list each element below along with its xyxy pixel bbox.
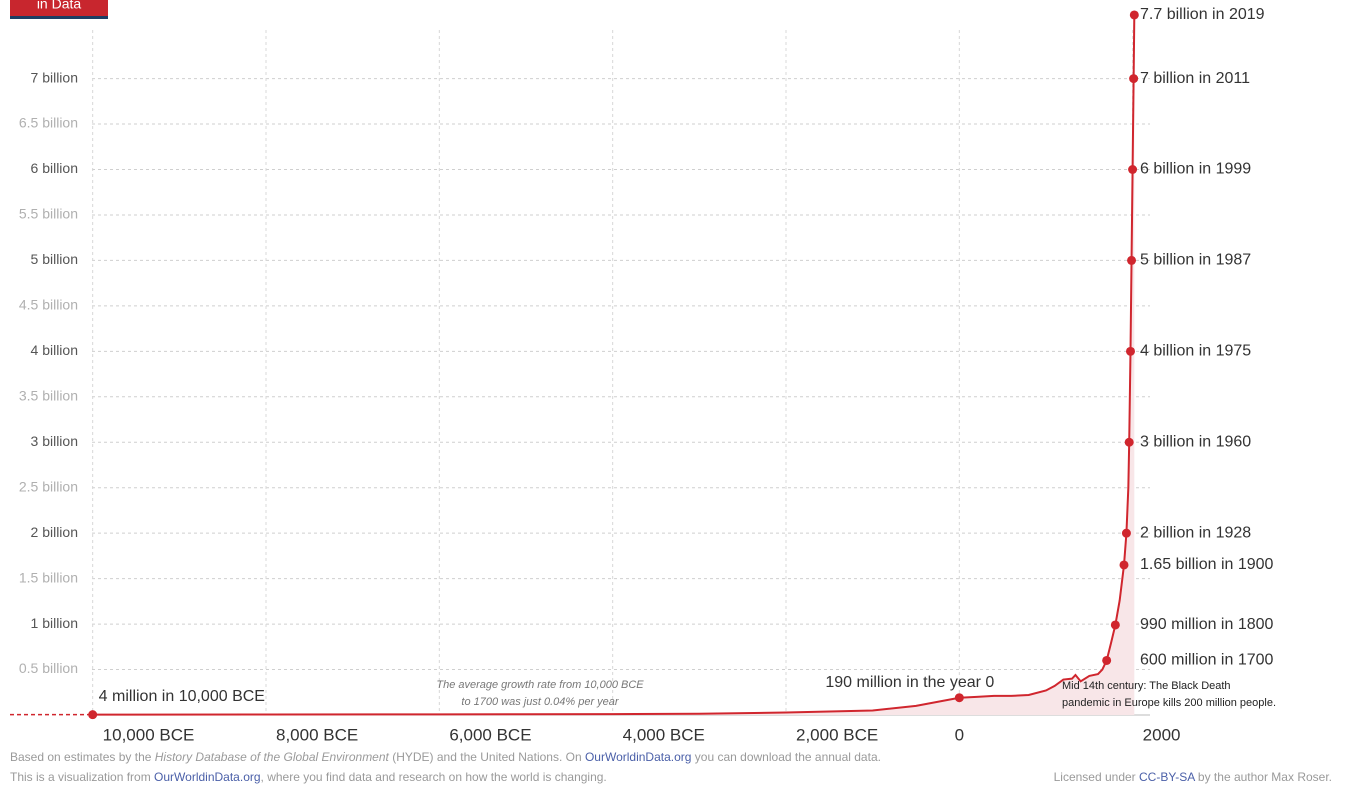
y-tick-label: 2 billion — [31, 524, 78, 540]
data-label: 4 million in 10,000 BCE — [99, 688, 265, 705]
x-tick-label: 10,000 BCE — [103, 725, 195, 744]
data-label: 7.7 billion in 2019 — [1140, 6, 1265, 23]
data-label: 990 million in 1800 — [1140, 616, 1274, 633]
annotation: The average growth rate from 10,000 BCE — [436, 679, 644, 691]
x-tick-label: 2,000 BCE — [796, 725, 878, 744]
annotation: pandemic in Europe kills 200 million peo… — [1062, 697, 1276, 709]
point — [1119, 560, 1129, 570]
y-tick-label: 5 billion — [31, 251, 78, 267]
x-tick-label: 2000 — [1143, 725, 1181, 744]
footer-link[interactable]: OurWorldinData.org — [154, 770, 261, 784]
y-tick-label: 4 billion — [31, 342, 78, 358]
y-tick-label: 3 billion — [31, 433, 78, 449]
data-label: 190 million in the year 0 — [825, 674, 994, 691]
point — [1128, 165, 1138, 175]
x-tick-label: 6,000 BCE — [449, 725, 531, 744]
y-tick-label: 6.5 billion — [19, 115, 78, 131]
plot: 0.5 billion 1 billion 1.5 billion 2 billion… — [10, 6, 1276, 744]
footer-text: Licensed under — [1054, 770, 1139, 784]
footer-line: This is a visualization from OurWorldinD… — [10, 770, 607, 784]
point — [954, 693, 964, 703]
y-tick-label: 1.5 billion — [19, 569, 78, 585]
data-label: 5 billion in 1987 — [1140, 252, 1251, 269]
point — [1124, 437, 1134, 447]
footer-link[interactable]: CC-BY-SA — [1139, 770, 1195, 784]
x-tick-label: 8,000 BCE — [276, 725, 358, 744]
point — [1110, 620, 1120, 630]
x-tick-label: 4,000 BCE — [623, 725, 705, 744]
point — [1102, 655, 1112, 665]
data-label: 6 billion in 1999 — [1140, 161, 1251, 178]
line — [92, 14, 1136, 716]
y-tick-label: 6 billion — [31, 160, 78, 176]
data-label: 7 billion in 2011 — [1140, 70, 1250, 87]
point — [1129, 10, 1139, 20]
annotation: to 1700 was just 0.04% per year — [461, 696, 619, 708]
y-tick-label: 4.5 billion — [19, 297, 78, 313]
data-label: 4 billion in 1975 — [1140, 343, 1251, 360]
data-label: 600 million in 1700 — [1140, 652, 1274, 669]
y-tick-label: 3.5 billion — [19, 387, 78, 403]
logo-bar — [10, 16, 108, 19]
y-tick-label: 0.5 billion — [19, 660, 78, 676]
data-label: 2 billion in 1928 — [1140, 524, 1251, 541]
annotation: Mid 14th century: The Black Death — [1062, 680, 1231, 692]
logo: in Data — [37, 0, 82, 12]
footer-text: History Database of the Global Environme… — [155, 750, 390, 764]
footer-text: , where you find data and research on ho… — [261, 770, 607, 784]
y-tick-label: 5.5 billion — [19, 206, 78, 222]
footer-text: you can download the annual data. — [691, 750, 880, 764]
y-tick-label: 1 billion — [31, 615, 78, 631]
footer-line: Based on estimates by the History Databa… — [10, 750, 881, 764]
footer-text: (HYDE) and the United Nations. On — [389, 750, 585, 764]
y-tick-label: 2.5 billion — [19, 478, 78, 494]
footer-text: by the author Max Roser. — [1195, 770, 1332, 784]
y-tick-label: 7 billion — [31, 69, 78, 85]
data-label: 3 billion in 1960 — [1140, 433, 1251, 450]
point — [88, 710, 98, 720]
footer-link[interactable]: OurWorldinData.org — [585, 750, 692, 764]
point — [1127, 255, 1137, 265]
footer-line: Licensed under CC-BY-SA by the author Ma… — [1054, 770, 1332, 784]
footer-text: This is a visualization from — [10, 770, 154, 784]
point — [1129, 74, 1139, 84]
x-tick-label: 0 — [955, 725, 964, 744]
data-label: 1.65 billion in 1900 — [1140, 556, 1274, 573]
point — [1126, 346, 1135, 356]
area-fill — [92, 14, 1135, 716]
logo-box — [10, 0, 108, 18]
point — [1121, 528, 1131, 538]
footer-text: Based on estimates by the — [10, 750, 155, 764]
